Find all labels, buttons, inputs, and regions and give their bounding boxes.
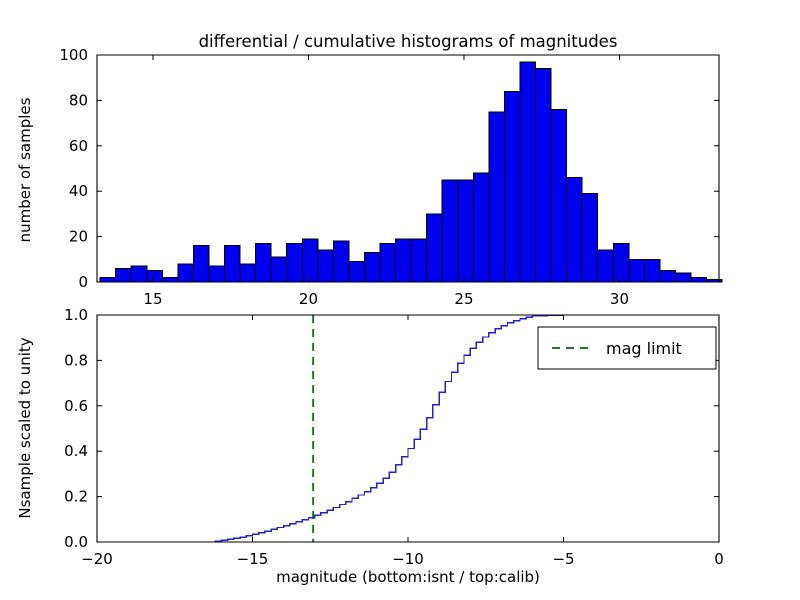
histogram-bar [629, 259, 645, 282]
histogram-bar [458, 180, 474, 282]
bottom-ytick-label: 1.0 [64, 306, 88, 324]
bottom-xtick-label: 0 [714, 550, 724, 568]
top-xtick-label: 20 [299, 290, 318, 308]
bottom-ytick-label: 0.6 [64, 397, 88, 415]
top-xtick-label: 25 [454, 290, 473, 308]
histogram-bar [613, 243, 629, 282]
histogram-bar [660, 271, 676, 282]
page-title: differential / cumulative histograms of … [199, 32, 618, 51]
histogram-bar [131, 266, 147, 282]
histogram-bar [225, 246, 241, 282]
histogram-bar [364, 252, 380, 282]
histogram-bar [240, 264, 256, 282]
histogram-bar [567, 178, 583, 282]
top-ytick-label: 100 [59, 46, 88, 64]
histogram-bar [644, 259, 660, 282]
bottom-ytick-label: 0.4 [64, 442, 88, 460]
histogram-bar [489, 112, 505, 282]
histogram-bar [193, 246, 209, 282]
histogram-bar [691, 277, 707, 282]
bottom-xtick-label: −5 [552, 550, 574, 568]
histogram-bar [442, 180, 458, 282]
histogram-bar [302, 239, 318, 282]
histogram-bar [162, 277, 178, 282]
top-ytick-label: 80 [69, 91, 88, 109]
figure-canvas: differential / cumulative histograms of … [0, 0, 800, 600]
histogram-bar [427, 214, 443, 282]
histogram-bar [271, 257, 287, 282]
histogram-bar [411, 239, 427, 282]
bottom-ytick-label: 0.0 [64, 533, 88, 551]
histogram-bar [396, 239, 412, 282]
histogram-bar [287, 243, 303, 282]
top-xtick-label: 15 [143, 290, 162, 308]
top-panel-differential-histogram: differential / cumulative histograms of … [16, 32, 722, 308]
histogram-bar [520, 62, 536, 282]
top-ytick-label: 20 [69, 228, 88, 246]
histogram-bar [582, 193, 598, 282]
legend[interactable]: mag limit [538, 327, 716, 369]
histogram-bar [209, 266, 225, 282]
histogram-bar [256, 243, 272, 282]
top-xtick-label: 30 [610, 290, 629, 308]
bottom-xtick-label: −10 [392, 550, 424, 568]
histogram-bar [116, 268, 132, 282]
histogram-bar [318, 250, 334, 282]
histogram-bar [178, 264, 194, 282]
histogram-bar [504, 91, 520, 282]
histogram-bar [675, 273, 691, 282]
histogram-bar [333, 241, 349, 282]
histogram-bar [349, 262, 365, 282]
histogram-bar [380, 243, 396, 282]
histogram-bar [473, 173, 489, 282]
top-y-axis-label: number of samples [16, 97, 34, 242]
bottom-ytick-label: 0.8 [64, 351, 88, 369]
bottom-xtick-label: −15 [237, 550, 269, 568]
histogram-bar [100, 277, 116, 282]
top-ytick-label: 0 [78, 273, 88, 291]
x-axis-label: magnitude (bottom:isnt / top:calib) [276, 568, 540, 586]
histogram-bar [551, 109, 567, 282]
bottom-y-axis-label: Nsample scaled to unity [16, 337, 34, 518]
top-ytick-label: 60 [69, 137, 88, 155]
legend-label-mag-limit: mag limit [606, 339, 682, 358]
histogram-bar [536, 69, 552, 282]
histogram-bar [598, 250, 614, 282]
histogram-bar [147, 271, 163, 282]
top-ytick-label: 40 [69, 182, 88, 200]
bottom-ytick-label: 0.2 [64, 488, 88, 506]
bottom-xtick-label: −20 [81, 550, 113, 568]
matplotlib-figure: differential / cumulative histograms of … [0, 0, 800, 600]
